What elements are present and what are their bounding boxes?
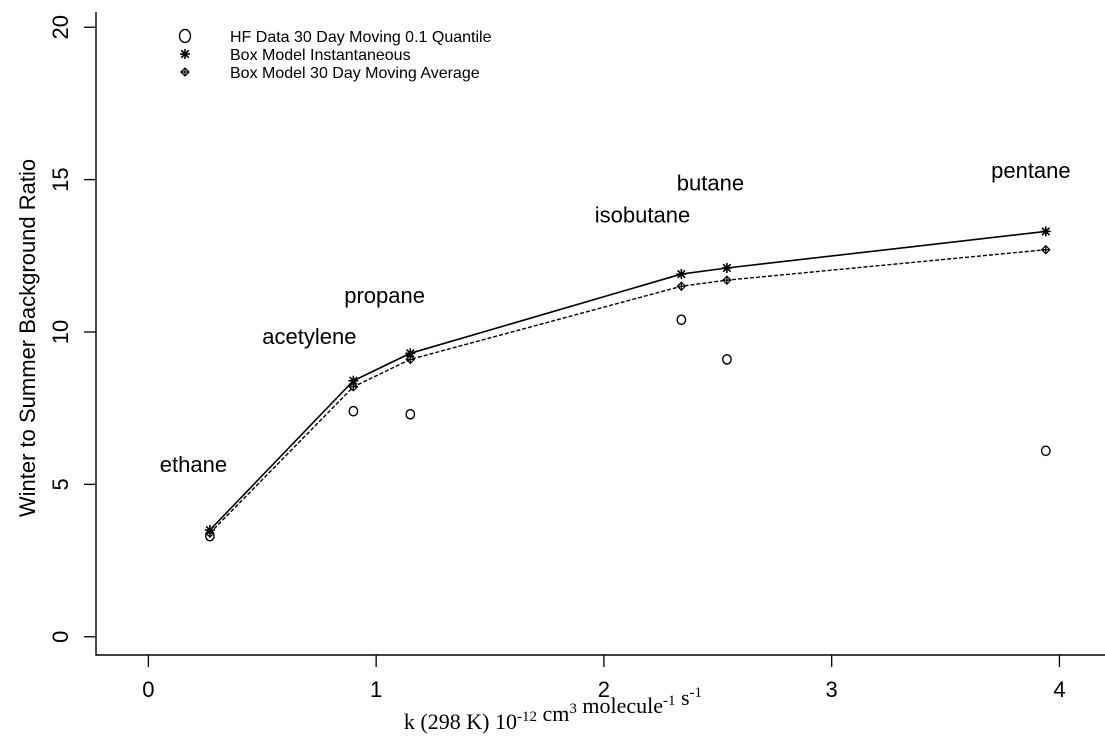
circle-marker bbox=[405, 408, 416, 420]
y-tick-label: 15 bbox=[48, 167, 73, 191]
data-point-series-2 bbox=[676, 281, 687, 292]
circle-marker bbox=[178, 28, 192, 44]
compound-label: propane bbox=[344, 283, 425, 308]
axis-frame bbox=[95, 12, 1105, 656]
data-point-series-1 bbox=[676, 269, 687, 280]
compound-label: pentane bbox=[991, 158, 1071, 183]
data-point-series-0 bbox=[405, 408, 416, 420]
asterisk-stroke bbox=[406, 348, 415, 358]
data-point-series-2 bbox=[348, 381, 359, 392]
y-axis-label: Winter to Summer Background Ratio bbox=[15, 159, 40, 517]
data-point-series-0 bbox=[722, 354, 732, 365]
compound-label: butane bbox=[677, 170, 744, 195]
circle-marker bbox=[676, 314, 687, 326]
circle-marker bbox=[348, 405, 359, 417]
x-tick-label: 0 bbox=[142, 677, 154, 702]
asterisk-stroke bbox=[677, 269, 686, 279]
y-tick-label: 20 bbox=[48, 15, 73, 39]
series-markers bbox=[204, 226, 1051, 542]
series-lines bbox=[209, 230, 1046, 534]
circle-marker bbox=[1040, 445, 1051, 457]
circle-marker bbox=[722, 354, 732, 365]
axes: 0 1 2 3 4 0 5 10 15 20 bbox=[48, 12, 1105, 702]
y-tick-label: 10 bbox=[48, 320, 73, 344]
asterisk-stroke bbox=[1041, 227, 1051, 236]
compound-label: acetylene bbox=[262, 324, 356, 349]
asterisk-stroke bbox=[349, 376, 358, 386]
data-point-series-0 bbox=[676, 314, 687, 326]
point-annotations: ethane acetylene propane isobutane butane pen… bbox=[160, 158, 1071, 477]
asterisk-stroke bbox=[722, 263, 732, 273]
x-tick-label: 2 bbox=[598, 677, 610, 702]
series-line-1 bbox=[209, 230, 1046, 531]
series-line-2 bbox=[209, 248, 1046, 534]
data-point-series-0 bbox=[1040, 445, 1051, 457]
data-point-series-0 bbox=[348, 405, 359, 417]
data-point-series-2 bbox=[405, 354, 416, 365]
legend-marker bbox=[180, 67, 190, 77]
x-tick-label: 3 bbox=[826, 677, 838, 702]
legend-marker bbox=[178, 28, 192, 44]
legend-entry: HF Data 30 Day Moving 0.1 Quantile bbox=[230, 29, 492, 46]
legend-entry: Box Model Instantaneous bbox=[230, 47, 411, 64]
legend-marker bbox=[180, 49, 190, 59]
x-tick-label: 4 bbox=[1053, 677, 1065, 702]
asterisk-stroke bbox=[180, 49, 190, 59]
data-point-series-1 bbox=[721, 262, 732, 273]
x-axis-label: k (298 K) 10-12 cm3 molecule-1 s-1 bbox=[404, 685, 702, 734]
data-point-series-1 bbox=[1040, 226, 1051, 237]
y-tick-label: 5 bbox=[48, 478, 73, 490]
data-point-series-2 bbox=[722, 275, 732, 286]
y-tick-label: 0 bbox=[48, 631, 73, 643]
data-point-series-2 bbox=[1040, 244, 1051, 255]
compound-label: ethane bbox=[160, 452, 227, 477]
x-tick-label: 1 bbox=[370, 677, 382, 702]
data-point-series-2 bbox=[205, 528, 215, 538]
legend-entry: Box Model 30 Day Moving Average bbox=[230, 65, 480, 82]
compound-label: isobutane bbox=[595, 202, 690, 227]
